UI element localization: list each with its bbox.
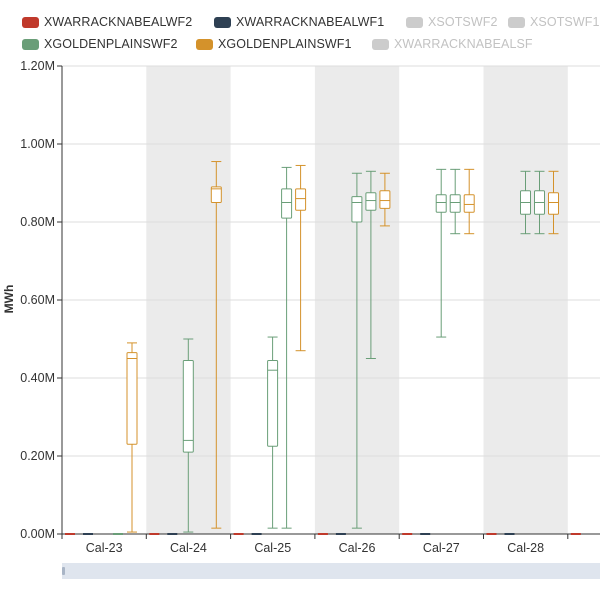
y-tick-label: 1.20M xyxy=(20,59,55,73)
box-iqr xyxy=(182,359,194,453)
box-xgoldenplainswf2-b-cal-25 xyxy=(281,166,293,529)
box-xgoldenplainswf2-b-cal-28 xyxy=(534,170,545,235)
box-xgoldenplainswf1-cal-28 xyxy=(548,170,559,235)
box-xgoldenplainswf2-b-cal-27 xyxy=(449,168,461,235)
x-tick-label-cal-24: Cal-24 xyxy=(170,541,207,555)
legend-label: XGOLDENPLAINSWF2 xyxy=(44,37,178,51)
box-iqr xyxy=(267,359,279,447)
legend-label: XWARRACKNABEALWF1 xyxy=(236,15,385,29)
box-xgoldenplainswf1-cal-27 xyxy=(463,168,475,235)
legend-item-xwarracknabealwf1[interactable]: XWARRACKNABEALWF1 xyxy=(214,15,384,29)
box-iqr xyxy=(295,188,307,211)
legend-item-xwarracknabealsf[interactable]: XWARRACKNABEALSF xyxy=(372,37,533,51)
y-axis: 0.00M 0.20M 0.40M 0.60M 0.80M 1.00M 1.20M xyxy=(20,59,63,541)
y-tick-label: 0.80M xyxy=(20,215,55,229)
legend-swatch xyxy=(196,38,213,50)
legend-item-xsotswf1[interactable]: XSOTSWF1 xyxy=(508,15,600,29)
legend-swatch xyxy=(372,38,389,50)
horizontal-scrollbar[interactable] xyxy=(62,563,600,579)
y-tick-label: 0.00M xyxy=(20,527,55,541)
y-tick-label: 0.60M xyxy=(20,293,55,307)
legend-item-xsotswf2[interactable]: XSOTSWF2 xyxy=(406,15,498,29)
legend-label: XWARRACKNABEALWF2 xyxy=(44,15,193,29)
box-xgoldenplainswf2-cal-26 xyxy=(351,172,363,529)
box-xgoldenplainswf1-cal-23 xyxy=(126,342,138,533)
y-tick-label: 0.20M xyxy=(20,449,55,463)
legend-item-xgoldenplainswf1[interactable]: XGOLDENPLAINSWF1 xyxy=(196,37,352,51)
x-tick-label-cal-28: Cal-28 xyxy=(507,541,544,555)
y-tick-label: 0.40M xyxy=(20,371,55,385)
box-xgoldenplainswf2-cal-24 xyxy=(182,338,194,533)
x-tick-label-cal-27: Cal-27 xyxy=(423,541,460,555)
box-iqr xyxy=(379,190,391,209)
legend-swatch xyxy=(508,16,525,28)
x-tick-label-cal-26: Cal-26 xyxy=(339,541,376,555)
box-iqr xyxy=(548,192,559,215)
y-tick-label: 1.00M xyxy=(20,137,55,151)
box-iqr xyxy=(210,186,222,203)
box-xgoldenplainswf2-cal-28 xyxy=(520,170,531,235)
box-xgoldenplainswf1-cal-25 xyxy=(295,164,307,352)
legend-label: XSOTSWF1 xyxy=(530,15,600,29)
legend-label: XGOLDENPLAINSWF1 xyxy=(218,37,352,51)
box-iqr xyxy=(351,196,363,223)
legend-swatch xyxy=(22,38,39,50)
scrollbar-handle[interactable] xyxy=(62,567,65,575)
legend-swatch xyxy=(214,16,231,28)
y-axis-title: MWh xyxy=(2,285,16,314)
x-tick-label-cal-25: Cal-25 xyxy=(254,541,291,555)
box-iqr xyxy=(449,194,461,213)
box-xgoldenplainswf2-b-cal-26 xyxy=(365,170,377,359)
legend-label: XSOTSWF2 xyxy=(428,15,498,29)
legend-swatch xyxy=(406,16,423,28)
box-xgoldenplainswf1-cal-24 xyxy=(210,161,222,529)
legend-item-xwarracknabealwf2[interactable]: XWARRACKNABEALWF2 xyxy=(22,15,192,29)
box-iqr xyxy=(365,192,377,211)
legend-swatch xyxy=(22,16,39,28)
legend-item-xgoldenplainswf2[interactable]: XGOLDENPLAINSWF2 xyxy=(22,37,178,51)
legend-label: XWARRACKNABEALSF xyxy=(394,37,533,51)
box-iqr xyxy=(126,352,138,445)
legend: XWARRACKNABEALWF2 XWARRACKNABEALWF1 XSOTSW… xyxy=(0,0,600,62)
box-xgoldenplainswf1-cal-26 xyxy=(379,172,391,227)
box-iqr xyxy=(281,188,293,219)
box-iqr xyxy=(463,194,475,213)
series-boxes xyxy=(65,161,581,535)
x-tick-label-cal-23: Cal-23 xyxy=(86,541,123,555)
box-iqr xyxy=(435,194,447,213)
box-xgoldenplainswf2-cal-27 xyxy=(435,168,447,338)
box-xgoldenplainswf2-cal-25 xyxy=(267,336,279,529)
